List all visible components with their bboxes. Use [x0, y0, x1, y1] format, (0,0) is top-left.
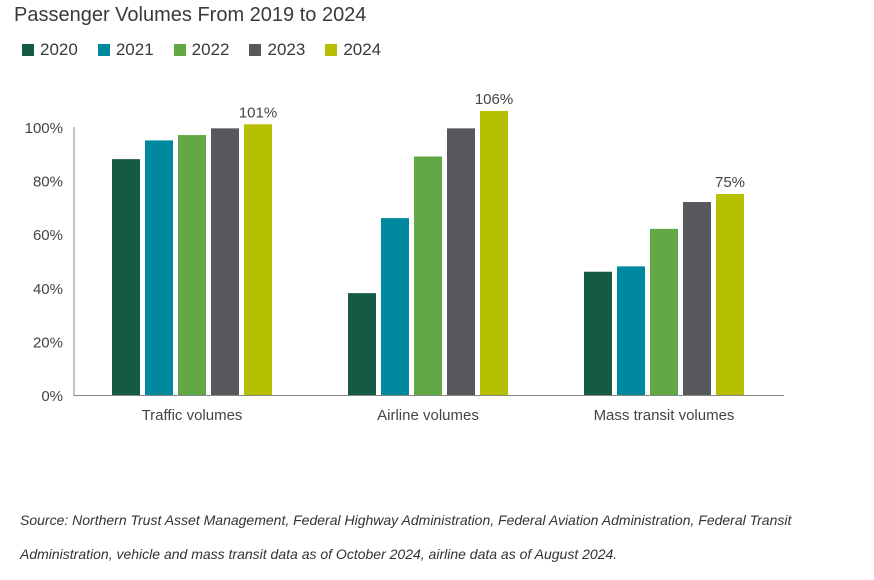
- legend-swatch-2021: [97, 44, 110, 56]
- legend-swatch-2020: [22, 44, 34, 56]
- y-tick-label-20: 20%: [33, 334, 63, 351]
- data-label-mass-transit-volumes: 75%: [715, 174, 745, 191]
- bar-mass-transit-volumes-2024: [716, 194, 744, 395]
- legend-label-2022: 2022: [191, 40, 230, 59]
- legend-item-2024: 2024: [325, 40, 381, 60]
- bar-traffic-volumes-2024: [244, 124, 272, 395]
- bar-traffic-volumes-2020: [112, 159, 140, 395]
- y-tick-label-100: 100%: [25, 120, 63, 137]
- y-tick-label-60: 60%: [33, 227, 63, 244]
- data-label-traffic-volumes: 101%: [239, 104, 277, 121]
- bar-mass-transit-volumes-2021: [617, 266, 645, 395]
- chart-title: Passenger Volumes From 2019 to 2024: [14, 4, 367, 26]
- bar-airline-volumes-2020: [348, 293, 376, 395]
- y-tick-label-0: 0%: [41, 388, 63, 405]
- legend-label-2020: 2020: [40, 40, 78, 59]
- bar-traffic-volumes-2022: [178, 135, 206, 396]
- bar-traffic-volumes-2021: [145, 140, 173, 395]
- source-line-2: Administration, vehicle and mass transit…: [20, 546, 618, 562]
- bar-mass-transit-volumes-2023: [683, 202, 711, 395]
- category-label-traffic-volumes: Traffic volumes: [142, 407, 243, 424]
- legend-swatch-2024: [325, 44, 338, 56]
- legend-swatch-2022: [173, 44, 186, 56]
- category-label-airline-volumes: Airline volumes: [377, 407, 479, 424]
- legend: 2020 2021 2022 2023 2024: [22, 40, 381, 60]
- y-tick-label-40: 40%: [33, 281, 63, 298]
- legend-item-2022: 2022: [173, 40, 230, 60]
- bar-mass-transit-volumes-2022: [650, 228, 678, 395]
- legend-item-2021: 2021: [97, 40, 154, 60]
- bar-airline-volumes-2022: [414, 156, 442, 395]
- source-line-1: Source: Northern Trust Asset Management,…: [20, 512, 792, 528]
- bar-airline-volumes-2021: [381, 218, 409, 395]
- data-label-airline-volumes: 106%: [475, 91, 513, 108]
- legend-swatch-2023: [249, 44, 262, 56]
- bar-traffic-volumes-2023: [211, 128, 239, 395]
- y-tick-label-80: 80%: [33, 174, 63, 191]
- bar-chart: 0% 20% 40% 60% 80% 100% 101% 106% 75% Traffic vol…: [25, 91, 784, 424]
- category-label-mass-transit-volumes: Mass transit volumes: [594, 407, 735, 424]
- legend-label-2024: 2024: [343, 40, 382, 59]
- legend-label-2021: 2021: [115, 40, 154, 59]
- bar-mass-transit-volumes-2020: [584, 271, 612, 395]
- legend-item-2020: 2020: [22, 40, 78, 60]
- legend-label-2023: 2023: [267, 40, 306, 59]
- bar-airline-volumes-2023: [447, 128, 475, 395]
- bar-airline-volumes-2024: [480, 110, 508, 396]
- legend-item-2023: 2023: [249, 40, 305, 60]
